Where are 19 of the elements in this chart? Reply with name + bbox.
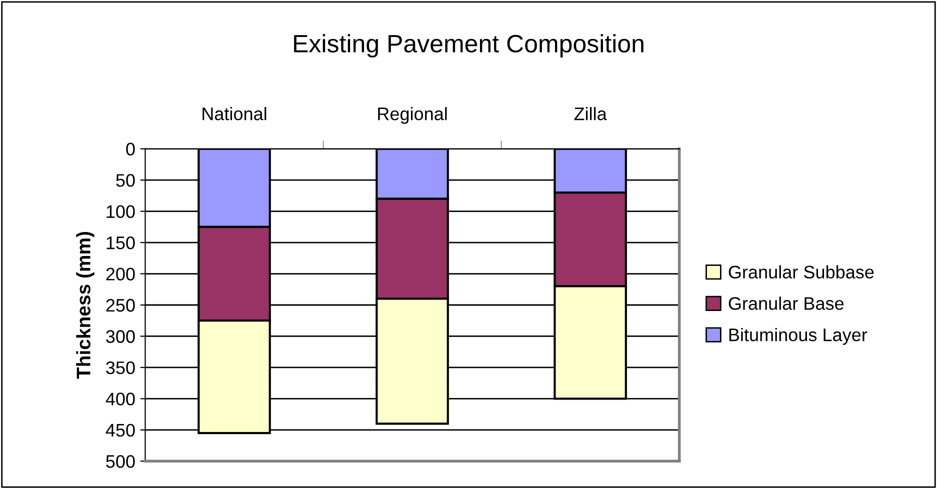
y-tick-label: 150	[106, 236, 135, 250]
y-tick-label: 50	[116, 174, 135, 187]
y-tick-label: 200	[106, 268, 135, 280]
chart-title: Existing Pavement Composition	[294, 34, 644, 58]
x-tick-label: Zilla	[574, 107, 607, 120]
legend-label: Granular Subbase	[728, 265, 874, 279]
y-tick-label: 100	[106, 205, 135, 218]
y-tick-label: 0	[126, 142, 135, 156]
y-tick-label: 300	[106, 330, 135, 343]
y-axis-title: Thickness (mm)	[76, 232, 94, 379]
x-tick-label: National	[202, 107, 266, 120]
y-tick-label: 450	[106, 424, 135, 437]
legend-label: Granular Base	[728, 296, 844, 310]
legend-label: Bituminous Layer	[729, 328, 868, 345]
y-tick-label: 500	[106, 455, 135, 468]
y-tick-label: 350	[106, 361, 135, 374]
y-tick-label: 400	[106, 392, 135, 406]
y-tick-label: 250	[106, 298, 135, 312]
x-tick-label: Regional	[378, 107, 447, 124]
